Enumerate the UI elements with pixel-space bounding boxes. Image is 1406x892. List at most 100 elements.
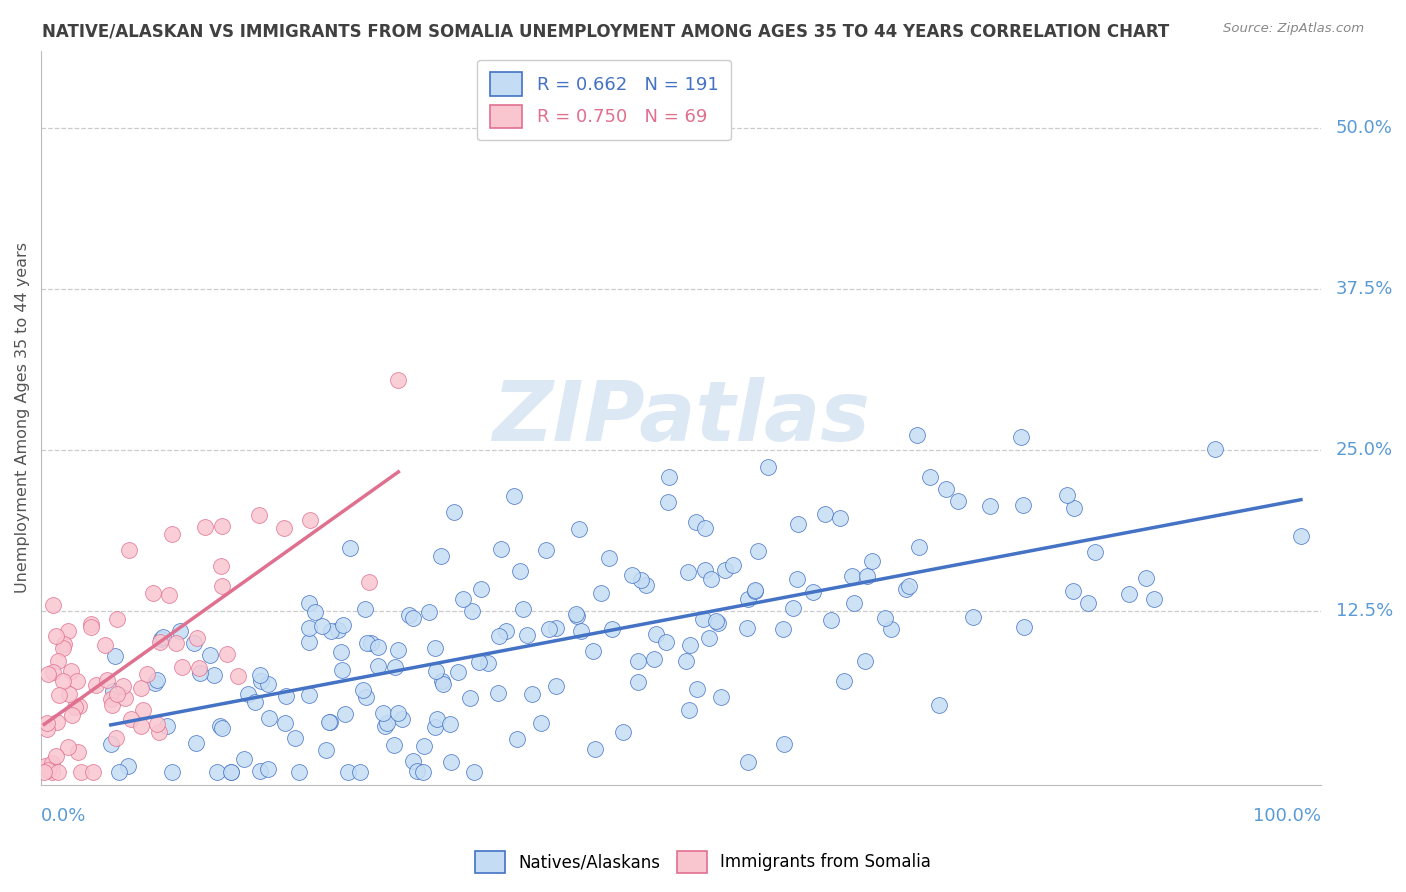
Point [156,719,179,733]
Point [319,714,342,729]
Point [318,714,340,729]
Point [506,731,529,746]
Point [353,601,375,615]
Point [675,654,697,668]
Text: NATIVE/ALASKAN VS IMMIGRANTS FROM SOMALIA UNEMPLOYMENT AMONG AGES 35 TO 44 YEARS: NATIVE/ALASKAN VS IMMIGRANTS FROM SOMALI… [42,22,1170,40]
Point [382,738,405,752]
Point [52,641,75,656]
Point [591,586,613,600]
Point [544,621,567,635]
Text: 25.0%: 25.0% [1336,441,1393,459]
Point [443,505,465,519]
Point [357,575,380,590]
Point [65,699,87,714]
Point [360,635,382,649]
Point [105,612,128,626]
Point [96,673,118,687]
Point [34,759,56,773]
Point [37,763,59,777]
Point [194,520,217,534]
Point [686,682,709,697]
Point [1135,571,1157,585]
Point [104,731,127,745]
Point [814,507,837,521]
Point [530,716,553,731]
Point [1118,587,1140,601]
Point [332,618,354,632]
Point [853,654,876,668]
Point [45,715,67,730]
Point [46,654,69,668]
Point [169,624,191,639]
Point [219,764,242,779]
Point [679,638,702,652]
Point [349,764,371,779]
Point [120,712,142,726]
Point [470,582,492,596]
Point [387,372,409,386]
Point [425,664,447,678]
Point [463,764,485,779]
Point [439,716,461,731]
Point [536,543,558,558]
Point [423,641,446,656]
Point [143,676,166,690]
Point [202,667,225,681]
Point [136,666,159,681]
Legend: R = 0.662   N = 191, R = 0.750   N = 69: R = 0.662 N = 191, R = 0.750 N = 69 [477,60,731,140]
Point [1012,620,1035,634]
Point [243,695,266,709]
Point [440,755,463,769]
Point [146,717,169,731]
Point [402,754,425,768]
Point [693,563,716,577]
Text: 12.5%: 12.5% [1336,602,1393,620]
Point [35,723,58,737]
Point [101,698,124,712]
Point [298,635,321,649]
Point [582,643,605,657]
Point [330,645,353,659]
Point [844,596,866,610]
Point [208,719,231,733]
Point [250,673,273,688]
Y-axis label: Unemployment Among Ages 35 to 44 years: Unemployment Among Ages 35 to 44 years [15,243,30,593]
Point [1062,584,1084,599]
Point [69,698,91,713]
Point [387,706,409,720]
Point [1143,592,1166,607]
Point [150,632,173,647]
Point [786,572,808,586]
Point [232,752,254,766]
Point [41,764,63,779]
Point [211,722,233,736]
Point [644,627,666,641]
Point [384,660,406,674]
Point [373,706,395,720]
Point [52,637,75,651]
Point [211,519,233,533]
Point [772,622,794,636]
Point [782,601,804,615]
Point [1077,596,1099,610]
Point [129,681,152,695]
Point [108,764,131,779]
Point [432,674,454,689]
Point [183,636,205,650]
Text: Source: ZipAtlas.com: Source: ZipAtlas.com [1223,22,1364,36]
Point [413,739,436,753]
Point [602,623,624,637]
Point [979,499,1001,513]
Point [103,649,125,664]
Point [1010,430,1032,444]
Point [801,584,824,599]
Point [148,725,170,739]
Point [100,692,122,706]
Point [856,569,879,583]
Point [48,688,70,702]
Point [186,736,208,750]
Point [387,643,409,657]
Point [298,596,321,610]
Point [657,470,679,484]
Point [217,647,239,661]
